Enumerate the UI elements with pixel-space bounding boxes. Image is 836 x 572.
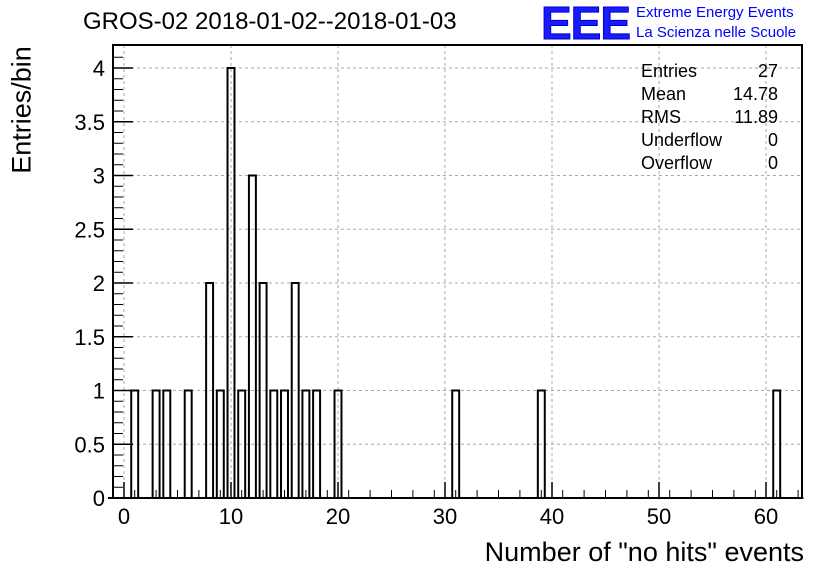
y-tick-label: 0.5 — [74, 432, 105, 457]
stats-row-underflow: Underflow 0 — [641, 129, 778, 152]
stats-value: 27 — [757, 61, 778, 81]
x-tick-label: 30 — [433, 504, 457, 529]
stats-row-rms: RMS 11.89 — [641, 106, 778, 129]
stats-label: Underflow — [641, 130, 723, 150]
stats-value: 0 — [767, 153, 778, 173]
y-axis-ticks: 0 0.5 1 1.5 2 2.5 3 3.5 4 — [74, 56, 133, 511]
logo-line2: La Scienza nelle Scuole — [636, 24, 797, 41]
logo-caption: Extreme Energy Events La Scienza nelle S… — [636, 3, 796, 43]
stats-value: 14.78 — [732, 84, 778, 104]
y-tick-label: 2 — [93, 271, 105, 296]
x-tick-label: 0 — [118, 504, 130, 529]
x-tick-label: 10 — [219, 504, 243, 529]
y-tick-label: 1 — [93, 379, 105, 404]
stats-label: Mean — [641, 84, 687, 104]
stats-label: Overflow — [641, 153, 713, 173]
x-tick-label: 50 — [647, 504, 671, 529]
x-axis-label: Number of "no hits" events — [484, 537, 804, 567]
stats-box: Entries 27 Mean 14.78 RMS 11.89 Underflow 0 … — [641, 60, 778, 175]
x-tick-label: 60 — [754, 504, 778, 529]
y-tick-label: 1.5 — [74, 325, 105, 350]
y-tick-label: 0 — [93, 486, 105, 511]
stats-row-mean: Mean 14.78 — [641, 83, 778, 106]
stats-value: 0 — [767, 130, 778, 150]
eee-logo: EEE — [540, 0, 631, 49]
y-tick-label: 2.5 — [74, 217, 105, 242]
chart-title: GROS-02 2018-01-02--2018-01-03 — [83, 8, 457, 35]
plot-frame — [112, 44, 803, 499]
y-tick-label: 4 — [93, 56, 105, 81]
stats-row-entries: Entries 27 — [641, 60, 778, 83]
x-axis-ticks: 0 10 20 30 40 50 60 — [112, 482, 799, 529]
stats-label: Entries — [641, 61, 698, 81]
x-tick-label: 40 — [540, 504, 564, 529]
x-tick-label: 20 — [326, 504, 350, 529]
logo-line1: Extreme Energy Events — [636, 4, 794, 21]
y-axis-label: Entries/bin — [6, 46, 37, 174]
stats-value: 11.89 — [734, 107, 778, 127]
stats-label: RMS — [641, 107, 681, 127]
stats-row-overflow: Overflow 0 — [641, 152, 778, 175]
y-tick-label: 3.5 — [74, 110, 105, 135]
y-tick-label: 3 — [93, 164, 105, 189]
